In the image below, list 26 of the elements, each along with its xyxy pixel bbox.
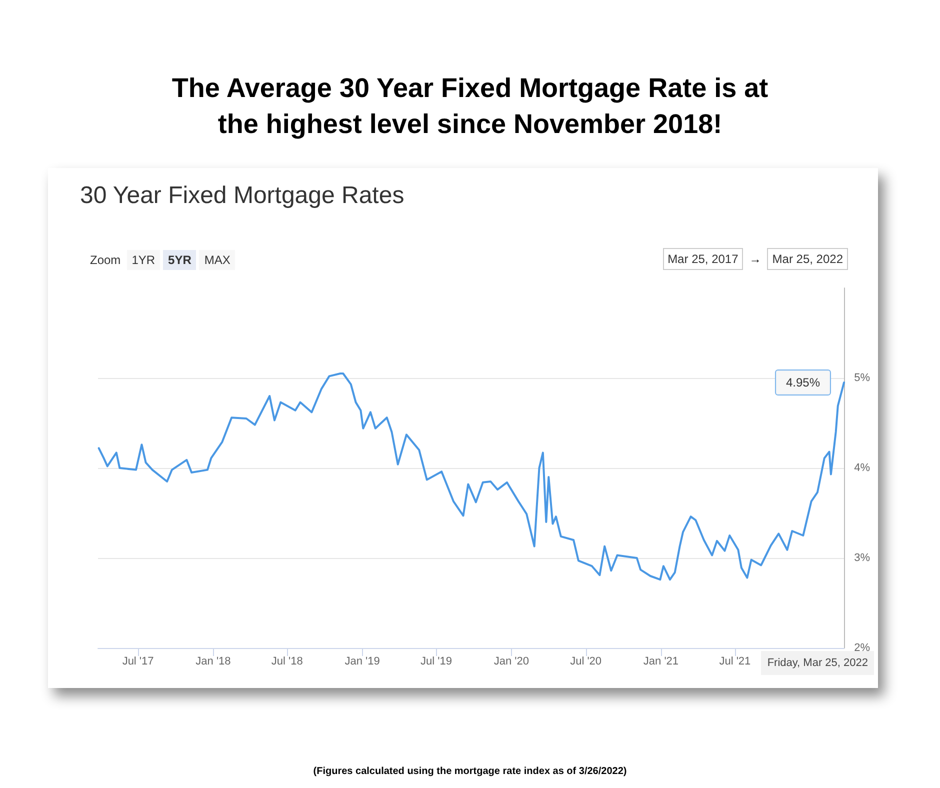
y-tick-label: 5% [854, 372, 870, 384]
x-tick-label: Jul '17 [122, 656, 154, 668]
x-tick-label: Jul '19 [420, 656, 452, 668]
annotation: 4.95% [786, 376, 820, 390]
x-tick-label: Jul '18 [271, 656, 303, 668]
text: MAX [199, 250, 236, 270]
text: Mar 25, 2022 [767, 248, 848, 270]
y-tick-label: 3% [854, 552, 870, 564]
text: 5YR [163, 250, 196, 270]
text: Friday, Mar 25, 2022 [767, 657, 868, 669]
chart-title: The Average 30 Year Fixed Mortgage Rate is at the highest level since November 2018! [170, 72, 770, 141]
text: → [749, 252, 762, 266]
text: Zoom [90, 253, 121, 267]
y-tick-label: 4% [854, 462, 870, 474]
x-tick-label: Jan '20 [494, 656, 530, 668]
text: (Figures calculated using the mortgage rate index as of 3/26/2022) [312, 766, 628, 777]
x-tick-label: Jan '18 [196, 656, 231, 668]
text: 1YR [126, 250, 160, 270]
chart-subtitle: 30 Year Fixed Mortgage Rates [80, 182, 404, 210]
text: Mar 25, 2017 [662, 248, 744, 270]
x-tick-label: Jul '21 [719, 656, 751, 668]
y-tick-label: 2% [854, 642, 870, 654]
x-tick-label: Jul '20 [570, 656, 602, 668]
x-tick-label: Jan '21 [643, 656, 679, 668]
x-tick-label: Jan '19 [344, 656, 380, 668]
line-series [98, 372, 845, 581]
